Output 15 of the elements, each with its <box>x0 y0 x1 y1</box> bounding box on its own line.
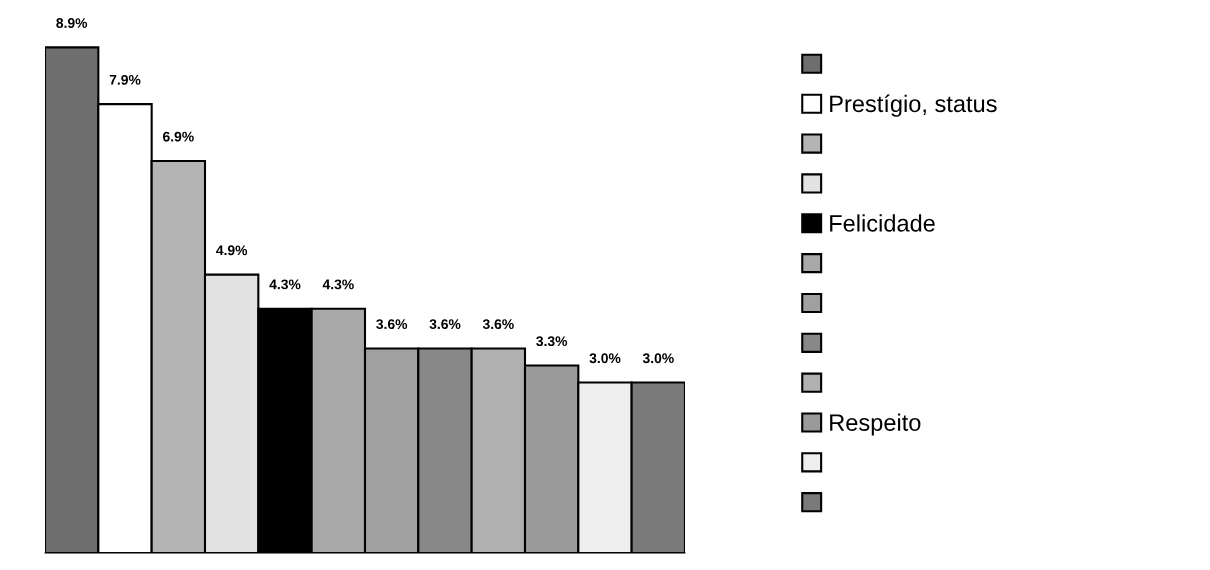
legend-label: Respeito <box>830 413 921 436</box>
data-label: 8.9% <box>56 18 88 28</box>
data-label: 3.6% <box>429 319 461 330</box>
data-label: 7.9% <box>109 74 141 85</box>
data-label: 6.9% <box>163 131 194 142</box>
data-label: 3.6% <box>482 319 514 330</box>
legend-label: Felicidade <box>830 214 935 232</box>
data-label: 3.0% <box>642 353 674 364</box>
data-label: 3.0% <box>589 353 621 364</box>
data-label: 3.6% <box>376 319 408 330</box>
data-label: 3.3% <box>536 336 568 347</box>
data-label: 4.3% <box>322 279 354 290</box>
data-label: 4.3% <box>269 279 301 290</box>
legend-label: Prestígio, status <box>830 94 997 117</box>
data-label: 4.9% <box>216 245 248 256</box>
